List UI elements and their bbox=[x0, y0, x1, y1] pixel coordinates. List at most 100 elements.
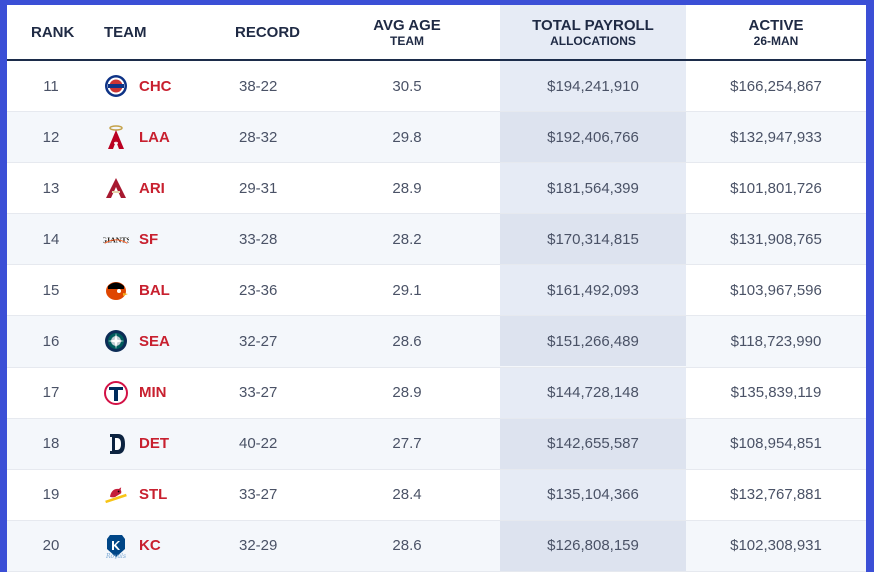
twins-logo-icon bbox=[103, 380, 129, 406]
team-cell[interactable]: ARI bbox=[103, 163, 243, 213]
table-row[interactable]: 20 Royals KC 32-29 28.6 $126,808,159 $102,308,… bbox=[7, 520, 866, 572]
header-record-label: RECORD bbox=[235, 23, 301, 41]
avg-age-cell: 28.9 bbox=[392, 384, 422, 402]
rank-cell: 12 bbox=[42, 128, 60, 146]
rank-cell: 15 bbox=[42, 281, 60, 299]
table-row[interactable]: 15 BAL 23-36 29.1 $161,492,093 $103,967,596 bbox=[7, 265, 866, 317]
team-abbr[interactable]: STL bbox=[139, 486, 168, 504]
team-cell[interactable]: BAL bbox=[103, 265, 243, 315]
tigers-logo-icon bbox=[103, 431, 129, 457]
team-cell[interactable]: LAA bbox=[103, 112, 243, 162]
rank-cell: 17 bbox=[42, 384, 60, 402]
header-team-label: TEAM bbox=[104, 23, 147, 41]
team-cell[interactable]: STL bbox=[103, 470, 243, 520]
header-rank[interactable]: RANK bbox=[31, 5, 74, 59]
avg-age-cell: 28.6 bbox=[392, 332, 422, 350]
team-cell[interactable]: DET bbox=[103, 419, 243, 469]
active-payroll-cell: $108,954,851 bbox=[730, 435, 822, 453]
record-cell: 38-22 bbox=[239, 77, 278, 95]
team-cell[interactable]: Royals KC bbox=[103, 521, 243, 571]
header-team[interactable]: TEAM bbox=[104, 5, 147, 59]
header-avg-age-sub: TEAM bbox=[390, 33, 424, 48]
rank-cell: 14 bbox=[42, 230, 60, 248]
table-row[interactable]: 17 MIN 33-27 28.9 $144,728,148 $135,839,119 bbox=[7, 367, 866, 419]
team-abbr[interactable]: SF bbox=[139, 230, 159, 248]
record-cell: 32-27 bbox=[239, 332, 278, 350]
payroll-cell: $135,104,366 bbox=[500, 469, 686, 520]
team-abbr[interactable]: SEA bbox=[139, 332, 170, 350]
angels-logo-icon bbox=[103, 124, 129, 150]
avg-age-cell: 29.1 bbox=[392, 281, 422, 299]
header-payroll[interactable]: TOTAL PAYROLL ALLOCATIONS bbox=[500, 5, 686, 59]
header-avg-age[interactable]: AVG AGE TEAM bbox=[362, 5, 452, 59]
payroll-cell: $144,728,148 bbox=[500, 367, 686, 418]
avg-age-cell: 27.7 bbox=[392, 435, 422, 453]
header-active-sub: 26-MAN bbox=[753, 33, 799, 48]
payroll-cell: $170,314,815 bbox=[500, 214, 686, 265]
active-payroll-cell: $132,947,933 bbox=[730, 128, 822, 146]
avg-age-cell: 28.9 bbox=[392, 179, 422, 197]
team-abbr[interactable]: BAL bbox=[139, 281, 170, 299]
table-row[interactable]: 13 ARI 29-31 28.9 $181,564,399 $101,801,726 bbox=[7, 163, 866, 215]
table-row[interactable]: 12 LAA 28-32 29.8 $192,406,766 $132,947,933 bbox=[7, 112, 866, 164]
table-row[interactable]: 19 STL 33-27 28.4 $135,104,366 $132,767,881 bbox=[7, 469, 866, 521]
active-payroll-cell: $166,254,867 bbox=[730, 77, 822, 95]
record-cell: 29-31 bbox=[239, 179, 278, 197]
rank-cell: 13 bbox=[42, 179, 60, 197]
team-abbr[interactable]: ARI bbox=[139, 179, 165, 197]
payroll-cell: $142,655,587 bbox=[500, 418, 686, 469]
active-payroll-cell: $101,801,726 bbox=[730, 179, 822, 197]
svg-text:Royals: Royals bbox=[105, 553, 126, 559]
team-abbr[interactable]: KC bbox=[139, 537, 161, 555]
team-abbr[interactable]: CHC bbox=[139, 77, 172, 95]
avg-age-cell: 30.5 bbox=[392, 77, 422, 95]
payroll-cell: $161,492,093 bbox=[500, 265, 686, 316]
record-cell: 32-29 bbox=[239, 537, 278, 555]
header-active[interactable]: ACTIVE 26-MAN bbox=[686, 5, 866, 59]
avg-age-cell: 28.4 bbox=[392, 486, 422, 504]
team-abbr[interactable]: DET bbox=[139, 435, 169, 453]
payroll-cell: $126,808,159 bbox=[500, 520, 686, 571]
record-cell: 33-27 bbox=[239, 384, 278, 402]
team-abbr[interactable]: MIN bbox=[139, 384, 167, 402]
record-cell: 33-28 bbox=[239, 230, 278, 248]
cubs-logo-icon bbox=[103, 73, 129, 99]
team-cell[interactable]: CHC bbox=[103, 61, 243, 111]
payroll-table: RANK TEAM RECORD AVG AGE TEAM TOTAL PAYR… bbox=[7, 5, 866, 572]
mariners-logo-icon bbox=[103, 328, 129, 354]
table-body: 11 CHC 38-22 30.5 $194,241,910 $166,254,867 12… bbox=[7, 61, 866, 572]
record-cell: 40-22 bbox=[239, 435, 278, 453]
record-cell: 23-36 bbox=[239, 281, 278, 299]
table-row[interactable]: 16 SEA 32-27 28.6 $151,266,489 $118,723,990 bbox=[7, 316, 866, 368]
header-payroll-label: TOTAL PAYROLL bbox=[532, 16, 654, 34]
header-active-label: ACTIVE bbox=[748, 16, 804, 34]
header-record[interactable]: RECORD bbox=[235, 5, 300, 59]
giants-logo-icon: GIANTS bbox=[103, 226, 129, 252]
active-payroll-cell: $132,767,881 bbox=[730, 486, 822, 504]
payroll-cell: $194,241,910 bbox=[500, 61, 686, 111]
table-row[interactable]: 14 GIANTS SF 33-28 28.2 $170,314,815 $131,908,… bbox=[7, 214, 866, 266]
rank-cell: 18 bbox=[42, 435, 60, 453]
payroll-cell: $192,406,766 bbox=[500, 112, 686, 163]
record-cell: 33-27 bbox=[239, 486, 278, 504]
avg-age-cell: 29.8 bbox=[392, 128, 422, 146]
avg-age-cell: 28.2 bbox=[392, 230, 422, 248]
header-rank-label: RANK bbox=[31, 23, 75, 41]
team-cell[interactable]: MIN bbox=[103, 368, 243, 418]
diamondbacks-logo-icon bbox=[103, 175, 129, 201]
header-avg-age-label: AVG AGE bbox=[373, 16, 441, 34]
active-payroll-cell: $102,308,931 bbox=[730, 537, 822, 555]
rank-cell: 20 bbox=[42, 537, 60, 555]
table-row[interactable]: 11 CHC 38-22 30.5 $194,241,910 $166,254,867 bbox=[7, 61, 866, 113]
orioles-logo-icon bbox=[103, 277, 129, 303]
active-payroll-cell: $118,723,990 bbox=[730, 332, 822, 350]
record-cell: 28-32 bbox=[239, 128, 278, 146]
active-payroll-cell: $135,839,119 bbox=[730, 384, 822, 402]
active-payroll-cell: $103,967,596 bbox=[730, 281, 822, 299]
avg-age-cell: 28.6 bbox=[392, 537, 422, 555]
header-payroll-sub: ALLOCATIONS bbox=[550, 33, 636, 48]
team-abbr[interactable]: LAA bbox=[139, 128, 170, 146]
team-cell[interactable]: GIANTS SF bbox=[103, 214, 243, 264]
table-row[interactable]: 18 DET 40-22 27.7 $142,655,587 $108,954,851 bbox=[7, 418, 866, 470]
team-cell[interactable]: SEA bbox=[103, 316, 243, 366]
